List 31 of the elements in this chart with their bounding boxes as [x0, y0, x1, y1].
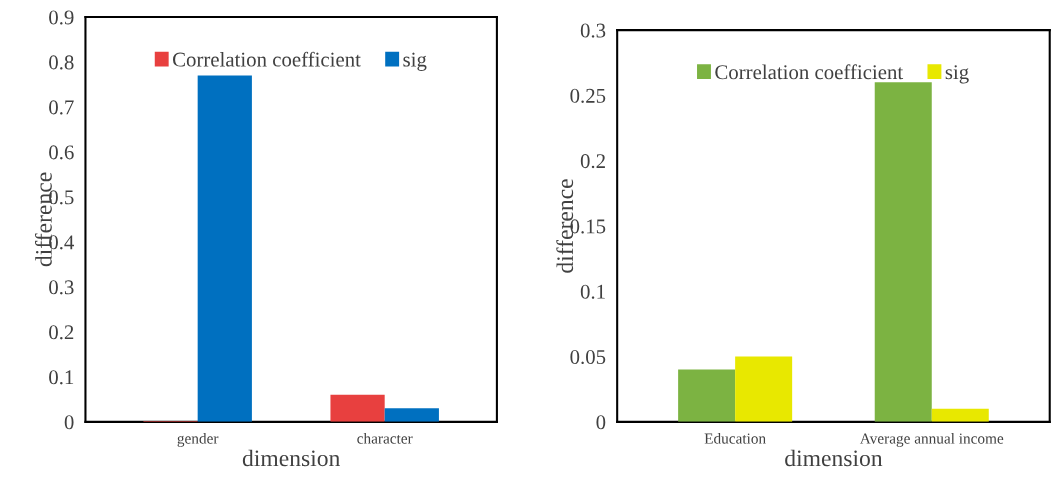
y-tick-label: 0.3: [49, 280, 74, 295]
bar: [678, 369, 736, 422]
bar: [931, 408, 989, 422]
x-tick-label: Education: [704, 432, 766, 444]
x-tick-label: character: [357, 432, 413, 444]
bar: [874, 82, 932, 422]
y-tick-label: 0.6: [49, 145, 74, 160]
y-tick-label: 0.1: [49, 370, 74, 385]
legend-label: sig: [945, 65, 969, 84]
bar: [735, 356, 793, 422]
x-tick-label: gender: [177, 432, 219, 447]
y-tick-label: 0.1: [580, 284, 605, 299]
y-tick-label: 0.9: [49, 10, 74, 25]
y-tick-label: 0.8: [49, 55, 74, 70]
legend-label: Correlation coefficient: [172, 51, 361, 67]
y-tick-label: 0.2: [580, 154, 605, 169]
x-axis-title: dimension: [242, 449, 341, 467]
x-tick-label: Average annual income: [859, 432, 1004, 447]
x-axis-title: dimension: [785, 449, 883, 467]
legend-label: sig: [403, 52, 427, 71]
legend-label: Correlation coefficient: [715, 64, 904, 80]
bar: [330, 394, 385, 422]
y-tick-label: 0.3: [580, 23, 606, 38]
y-tick-label: 0: [596, 415, 606, 430]
y-tick-label: 0.7: [49, 100, 74, 115]
bar: [197, 75, 252, 422]
y-tick-label: 0.2: [49, 325, 74, 340]
bar: [384, 408, 439, 422]
y-tick-label: 0.25: [570, 88, 606, 103]
y-tick-label: 0: [64, 415, 74, 430]
y-tick-label: 0.05: [570, 349, 606, 365]
